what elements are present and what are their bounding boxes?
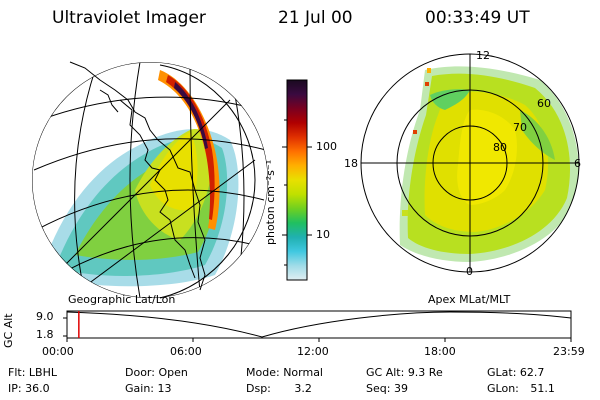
info-flt: Flt: LBHL [8,366,57,379]
timeline-xtick-4: 23:59 [553,345,585,358]
mlt-label-18: 18 [344,157,358,170]
altitude-curve [66,311,572,338]
timeline-plot [63,310,572,342]
image-date: 21 Jul 00 [278,8,353,28]
instrument-title: Ultraviolet Imager [52,8,206,28]
polar-panel-label: Apex MLat/MLT [428,293,511,306]
colorbar-tick-100: 100 [316,140,337,153]
geo-horizon [159,64,256,299]
polar-grid [360,53,580,273]
timeline-xtick-1: 06:00 [170,345,202,358]
geo-graticule [32,62,268,298]
info-mode: Mode: Normal [246,366,323,379]
timeline-ylabel: GC Alt [2,313,15,348]
timeline-xtick-0: 00:00 [42,345,74,358]
geo-panel-label: Geographic Lat/Lon [68,293,176,306]
geo-coastline [69,61,206,291]
timeline-ytick-low: 1.8 [36,328,54,341]
mlt-label-12: 12 [476,49,490,62]
timeline-xtick-2: 12:00 [297,345,329,358]
info-seq: Seq: 39 [366,382,408,395]
lat-label-70: 70 [513,121,527,134]
colorbar-tick-10: 10 [316,228,330,241]
lat-label-80: 80 [493,141,507,154]
image-time: 00:33:49 UT [425,8,530,28]
mlt-label-6: 6 [574,157,581,170]
mlt-label-0: 0 [466,265,473,278]
info-glat: GLat: 62.7 [487,366,545,379]
colorbar-unit-label: photon cm⁻²s⁻¹ [264,159,277,245]
info-ip: IP: 36.0 [8,382,50,395]
timeline-xtick-3: 18:00 [424,345,456,358]
info-glon: GLon: 51.1 [487,382,555,395]
info-door: Door: Open [125,366,188,379]
info-dsp: Dsp: 3.2 [246,382,312,395]
timeline-ytick-high: 9.0 [36,310,54,323]
info-gain: Gain: 13 [125,382,172,395]
lat-label-60: 60 [537,97,551,110]
info-gc-alt: GC Alt: 9.3 Re [366,366,443,379]
colorbar [282,79,312,281]
